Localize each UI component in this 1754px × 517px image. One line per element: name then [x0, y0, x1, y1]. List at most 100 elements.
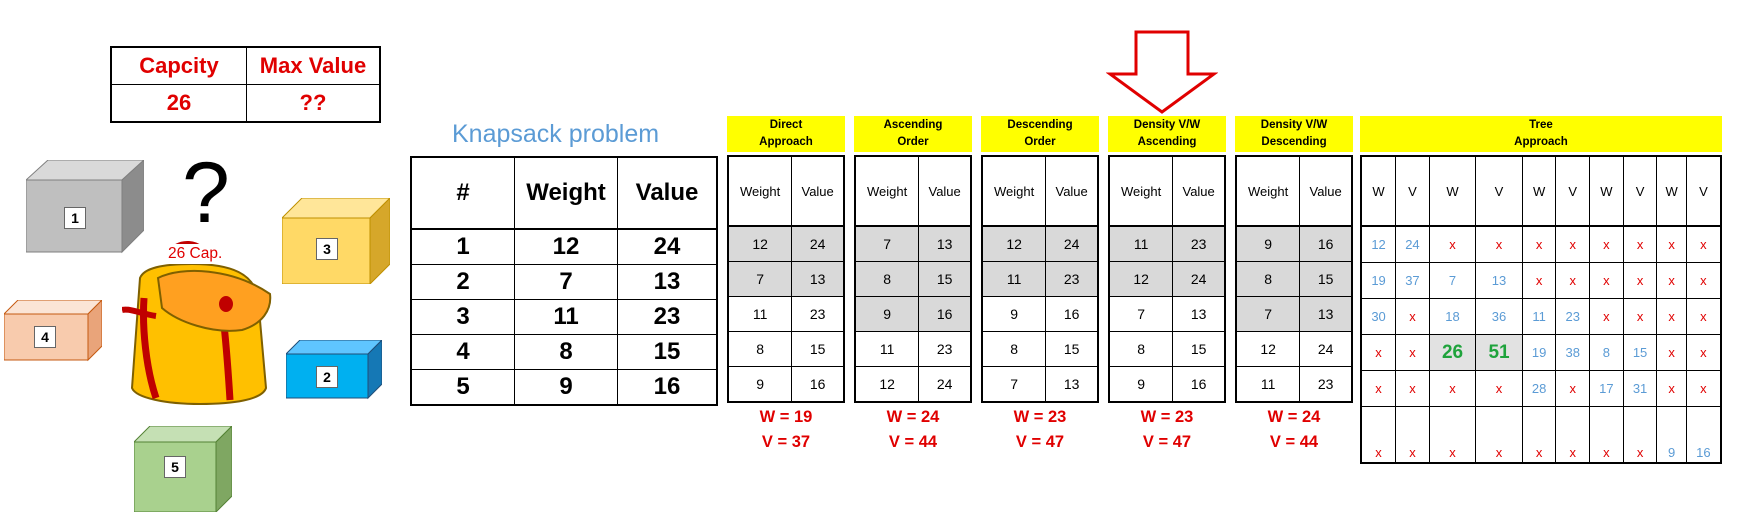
table-cell: x [1361, 370, 1396, 407]
table-cell: 24 [617, 228, 717, 265]
table-cell: 15 [1622, 334, 1657, 371]
panel-header-weight: Weight [855, 156, 919, 227]
table-cell: 7 [1236, 296, 1300, 332]
panel-header: Descending Order [981, 116, 1099, 152]
panel-result: W = 23 V = 47 [1108, 405, 1226, 455]
table-cell: 12 [1236, 331, 1300, 367]
tree-header-cell: V [1685, 156, 1721, 227]
table-row: 19 37 7 13 x x x x x x [1361, 262, 1721, 299]
tree-header-cell: W [1656, 156, 1687, 227]
panel-title-line-2: Approach [759, 136, 813, 148]
table-row: 9 16 [1236, 225, 1352, 262]
table-cell: 15 [1172, 331, 1225, 367]
table-cell: 24 [1172, 261, 1225, 297]
result-value: V = 37 [761, 433, 811, 451]
panel-title-line-2: Order [897, 136, 929, 148]
table-cell: x [1622, 298, 1657, 335]
table-row: 7 13 [982, 366, 1098, 402]
table-cell: 8 [855, 261, 919, 297]
table-cell: x [1395, 298, 1430, 335]
panel-table: Weight Value 12 24 7 13 11 23 8 15 9 16 [727, 155, 845, 403]
result-weight: W = 19 [759, 408, 813, 426]
table-row: 7 13 [1236, 296, 1352, 332]
table-cell: 7 [855, 225, 919, 262]
items-header-weight: Weight [514, 157, 618, 230]
table-cell: x [1521, 406, 1556, 463]
table-cell: x [1361, 334, 1396, 371]
table-cell: 2 [411, 264, 515, 300]
table-row: 9 16 [728, 366, 844, 402]
table-row: x x x x x x x x 9 16 [1361, 406, 1721, 463]
arrow-down-icon [1106, 30, 1218, 114]
table-row: 7 13 [855, 225, 971, 262]
result-weight: W = 23 [1013, 408, 1067, 426]
table-cell: 13 [617, 264, 717, 300]
table-cell: 8 [1109, 331, 1173, 367]
tree-header-cell: V [1395, 156, 1430, 227]
table-row: 5 9 16 [411, 369, 717, 405]
table-cell: x [1656, 262, 1687, 299]
panel-header: Ascending Order [854, 116, 972, 152]
table-cell: 38 [1555, 334, 1590, 371]
table-cell: 16 [1172, 366, 1225, 402]
table-cell: x [1555, 225, 1590, 263]
max-value-value: ?? [246, 84, 381, 123]
table-row: 11 23 [982, 261, 1098, 297]
table-cell: 3 [411, 299, 515, 335]
table-cell: 7 [514, 264, 618, 300]
table-cell: 24 [1045, 225, 1098, 262]
table-row: 11 23 [1109, 225, 1225, 262]
table-cell: x [1656, 370, 1687, 407]
table-cell: 24 [1299, 331, 1352, 367]
table-cell: x [1685, 370, 1721, 407]
panel-title-line-1: Density V/W [1260, 119, 1328, 131]
table-cell: 7 [1428, 262, 1476, 299]
table-row: x x x x 28 x 17 31 x x [1361, 370, 1721, 407]
table-cell: x [1622, 225, 1657, 263]
table-cell: x [1475, 406, 1523, 463]
table-cell: x [1361, 406, 1396, 463]
panel-header-weight: Weight [1236, 156, 1300, 227]
box-1-label: 1 [64, 207, 86, 229]
table-cell: 30 [1361, 298, 1396, 335]
tree-header-cell: W [1521, 156, 1556, 227]
table-cell: x [1428, 370, 1476, 407]
table-row: 12 24 [728, 225, 844, 262]
page-title: Knapsack problem [452, 120, 660, 148]
table-cell: 19 [1521, 334, 1556, 371]
table-cell: 12 [855, 366, 919, 402]
table-cell: 8 [514, 334, 618, 370]
question-mark: ? [182, 145, 230, 241]
table-row: 7 13 [728, 261, 844, 297]
table-cell: 15 [918, 261, 971, 297]
result-weight: W = 24 [886, 408, 940, 426]
result-value: V = 44 [888, 433, 938, 451]
approach-panel: Density V/W Descending Weight Value 9 16 8 15 7 1… [1235, 116, 1353, 455]
panel-title-line-2: Ascending [1137, 136, 1197, 148]
table-cell: x [1622, 262, 1657, 299]
table-cell: 37 [1395, 262, 1430, 299]
table-cell: 9 [855, 296, 919, 332]
box-4-label: 4 [34, 326, 56, 348]
table-cell: x [1475, 370, 1523, 407]
table-row: 11 23 [855, 331, 971, 367]
panel-header: Density V/W Descending [1235, 116, 1353, 152]
table-row: 9 16 [855, 296, 971, 332]
table-row: 12 24 [855, 366, 971, 402]
table-cell: 51 [1475, 334, 1523, 371]
table-cell: 12 [728, 225, 792, 262]
panel-header: Density V/W Ascending [1108, 116, 1226, 152]
panel-result: W = 19 V = 37 [727, 405, 845, 455]
panel-result: W = 24 V = 44 [1235, 405, 1353, 455]
box-3-label: 3 [316, 238, 338, 260]
table-row: 11 23 [728, 296, 844, 332]
table-row: 11 23 [1236, 366, 1352, 402]
table-cell: x [1589, 225, 1624, 263]
table-cell: 9 [1109, 366, 1173, 402]
table-cell: 12 [1361, 225, 1396, 263]
table-cell: 23 [1172, 225, 1225, 262]
table-cell: 23 [617, 299, 717, 335]
result-value: V = 47 [1015, 433, 1065, 451]
tree-approach-header: Tree Approach [1360, 116, 1722, 152]
table-cell: 12 [982, 225, 1046, 262]
